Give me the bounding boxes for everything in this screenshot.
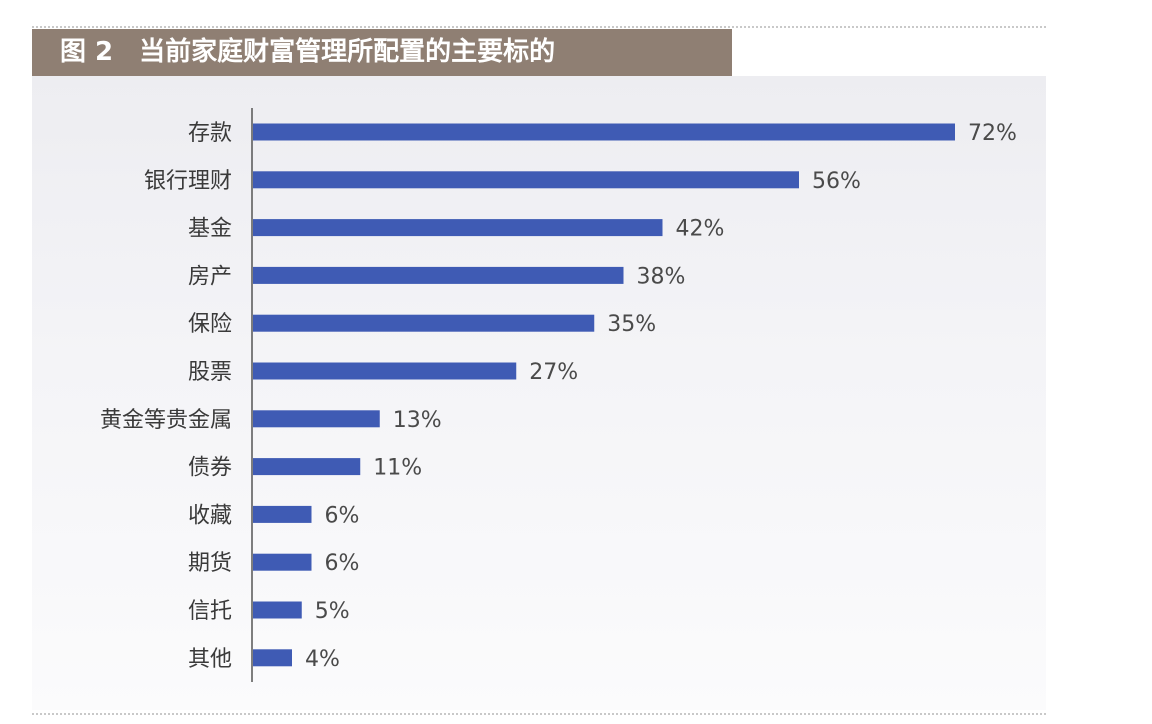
value-label: 27% [529, 360, 578, 385]
category-label: 其他 [188, 647, 232, 672]
category-label: 黄金等贵金属 [100, 408, 232, 433]
category-label: 基金 [188, 217, 232, 242]
category-label: 银行理财 [144, 169, 232, 194]
category-label: 期货 [188, 551, 232, 576]
value-label: 11% [373, 456, 422, 481]
bar [253, 505, 312, 523]
value-label: 6% [325, 551, 360, 576]
value-label: 13% [393, 408, 442, 433]
bar [253, 458, 361, 476]
bar [253, 266, 624, 284]
value-label: 5% [315, 599, 350, 624]
bar-group [253, 123, 955, 667]
bar [253, 553, 312, 571]
value-label: 56% [812, 169, 861, 194]
title-band [32, 29, 732, 76]
category-label: 股票 [188, 360, 232, 385]
value-label: 42% [676, 217, 725, 242]
category-label: 信托 [188, 599, 232, 624]
bar [253, 171, 799, 189]
bar [253, 601, 302, 619]
category-label: 房产 [188, 264, 232, 289]
value-label: 4% [305, 647, 340, 672]
bottom-dotted-rule [32, 713, 1046, 715]
value-labels: 72% 56% 42% 38% 35% 27% 13% 11% 6% 6% 5% 4% [305, 121, 1017, 672]
bar [253, 123, 955, 141]
bar [253, 314, 595, 332]
value-label: 72% [968, 121, 1017, 146]
bar [253, 362, 517, 380]
value-label: 6% [325, 503, 360, 528]
bar [253, 410, 380, 428]
top-dotted-rule [32, 26, 1046, 28]
category-label: 债券 [188, 456, 232, 481]
value-label: 38% [637, 264, 686, 289]
bar [253, 219, 663, 237]
category-label: 保险 [188, 312, 232, 337]
value-label: 35% [607, 312, 656, 337]
chart-title: 图 2 当前家庭财富管理所配置的主要标的 [60, 37, 556, 67]
bar [253, 649, 292, 667]
category-label: 存款 [188, 121, 232, 146]
category-label: 收藏 [188, 503, 232, 528]
